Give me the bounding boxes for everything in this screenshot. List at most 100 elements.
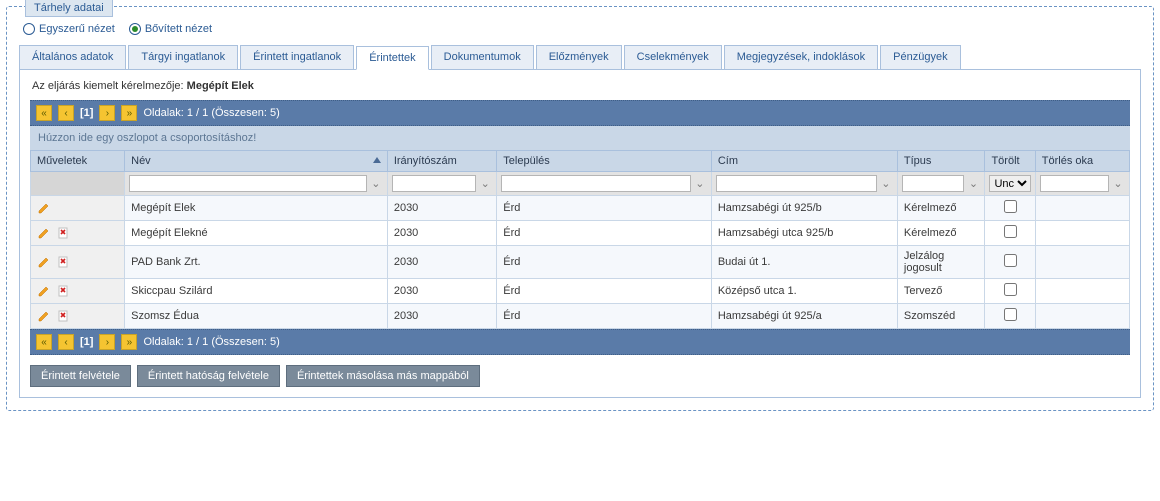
- header-row: Műveletek Név Irányítószám Település Cím…: [31, 151, 1130, 172]
- group-by-hint[interactable]: Húzzon ide egy oszlopot a csoportosításh…: [30, 126, 1130, 150]
- cell-deleted: [985, 196, 1035, 221]
- deleted-checkbox[interactable]: [1004, 283, 1017, 296]
- filter-addr-input[interactable]: [716, 175, 877, 192]
- col-ops[interactable]: Műveletek: [31, 151, 125, 172]
- delete-icon[interactable]: [57, 284, 71, 298]
- pager-next-button[interactable]: ›: [99, 334, 115, 350]
- cell-zip: 2030: [387, 221, 496, 246]
- tab-cselekmenyek[interactable]: Cselekmények: [624, 45, 722, 69]
- delete-icon[interactable]: [57, 309, 71, 323]
- cell-ops: [31, 304, 125, 329]
- edit-icon[interactable]: [37, 255, 51, 269]
- edit-icon[interactable]: [37, 201, 51, 215]
- tab-megjegyzesek[interactable]: Megjegyzések, indoklások: [724, 45, 878, 69]
- col-delreason[interactable]: Törlés oka: [1035, 151, 1129, 172]
- sort-asc-icon: [373, 157, 381, 163]
- add-participant-button[interactable]: Érintett felvétele: [30, 365, 131, 387]
- filter-city-input[interactable]: [501, 175, 691, 192]
- pager-prev-button[interactable]: ‹: [58, 334, 74, 350]
- participants-table: Műveletek Név Irányítószám Település Cím…: [30, 150, 1130, 329]
- tab-penzugyek[interactable]: Pénzügyek: [880, 45, 960, 69]
- filter-icon[interactable]: ⌄: [369, 177, 383, 191]
- delete-icon[interactable]: [57, 255, 71, 269]
- pager-current-page: [1]: [80, 107, 93, 119]
- cell-addr: Hamzsabégi utca 925/b: [711, 221, 897, 246]
- cell-deleted: [985, 279, 1035, 304]
- add-authority-button[interactable]: Érintett hatóság felvétele: [137, 365, 280, 387]
- filter-icon[interactable]: ⌄: [1111, 177, 1125, 191]
- col-type[interactable]: Típus: [897, 151, 985, 172]
- pager-first-button[interactable]: «: [36, 105, 52, 121]
- table-row: Szomsz Édua2030ÉrdHamzsabégi út 925/aSzo…: [31, 304, 1130, 329]
- radio-unselected-icon: [23, 23, 35, 35]
- cell-type: Kérelmező: [897, 196, 985, 221]
- tab-erintett_ing[interactable]: Érintett ingatlanok: [240, 45, 354, 69]
- radio-selected-icon: [129, 23, 141, 35]
- deleted-checkbox[interactable]: [1004, 225, 1017, 238]
- col-city[interactable]: Település: [497, 151, 712, 172]
- cell-city: Érd: [497, 221, 712, 246]
- col-addr[interactable]: Cím: [711, 151, 897, 172]
- cell-city: Érd: [497, 196, 712, 221]
- filter-deleted-select[interactable]: Unc: [989, 175, 1030, 192]
- cell-city: Érd: [497, 304, 712, 329]
- pager-prev-button[interactable]: ‹: [58, 105, 74, 121]
- delete-icon[interactable]: [57, 226, 71, 240]
- edit-icon[interactable]: [37, 226, 51, 240]
- pager-next-button[interactable]: ›: [99, 105, 115, 121]
- filter-ops: [31, 172, 125, 196]
- deleted-checkbox[interactable]: [1004, 308, 1017, 321]
- fieldset-title: Tárhely adatai: [25, 0, 113, 17]
- tab-dokumentumok[interactable]: Dokumentumok: [431, 45, 534, 69]
- pager-first-button[interactable]: «: [36, 334, 52, 350]
- storage-data-panel: Tárhely adatai Egyszerű nézet Bővített n…: [6, 6, 1154, 411]
- filter-icon[interactable]: ⌄: [879, 177, 893, 191]
- filter-icon[interactable]: ⌄: [966, 177, 980, 191]
- filter-name-input[interactable]: [129, 175, 367, 192]
- cell-zip: 2030: [387, 196, 496, 221]
- cell-ops: [31, 221, 125, 246]
- filter-zip-input[interactable]: [392, 175, 476, 192]
- copy-participants-button[interactable]: Érintettek másolása más mappából: [286, 365, 480, 387]
- deleted-checkbox[interactable]: [1004, 200, 1017, 213]
- cell-name: Skiccpau Szilárd: [125, 279, 388, 304]
- edit-icon[interactable]: [37, 309, 51, 323]
- tab-body: Az eljárás kiemelt kérelmezője: Megépít …: [19, 70, 1141, 398]
- cell-type: Szomszéd: [897, 304, 985, 329]
- cell-city: Érd: [497, 279, 712, 304]
- view-extended-label: Bővített nézet: [145, 23, 212, 35]
- view-simple-label: Egyszerű nézet: [39, 23, 115, 35]
- edit-icon[interactable]: [37, 284, 51, 298]
- cell-ops: [31, 246, 125, 279]
- pager-last-button[interactable]: »: [121, 105, 137, 121]
- cell-ops: [31, 279, 125, 304]
- action-buttons: Érintett felvétele Érintett hatóság felv…: [30, 365, 1130, 387]
- tab-erintettek[interactable]: Érintettek: [356, 46, 428, 70]
- filter-icon[interactable]: ⌄: [478, 177, 492, 191]
- col-deleted[interactable]: Törölt: [985, 151, 1035, 172]
- col-zip[interactable]: Irányítószám: [387, 151, 496, 172]
- view-switch: Egyszerű nézet Bővített nézet: [23, 23, 1141, 35]
- deleted-checkbox[interactable]: [1004, 254, 1017, 267]
- view-simple-radio[interactable]: Egyszerű nézet: [23, 23, 115, 35]
- filter-icon[interactable]: ⌄: [693, 177, 707, 191]
- col-name[interactable]: Név: [125, 151, 388, 172]
- cell-delreason: [1035, 221, 1129, 246]
- tab-altalanos[interactable]: Általános adatok: [19, 45, 126, 69]
- pager-last-button[interactable]: »: [121, 334, 137, 350]
- cell-name: Megépít Elekné: [125, 221, 388, 246]
- cell-zip: 2030: [387, 304, 496, 329]
- highlight-prefix: Az eljárás kiemelt kérelmezője:: [32, 80, 187, 92]
- cell-addr: Középső utca 1.: [711, 279, 897, 304]
- tab-targyi[interactable]: Tárgyi ingatlanok: [128, 45, 238, 69]
- filter-type-input[interactable]: [902, 175, 965, 192]
- highlight-applicant: Az eljárás kiemelt kérelmezője: Megépít …: [32, 80, 1130, 92]
- cell-type: Jelzálog jogosult: [897, 246, 985, 279]
- filter-row: ⌄ ⌄ ⌄ ⌄ ⌄ Unc ⌄: [31, 172, 1130, 196]
- view-extended-radio[interactable]: Bővített nézet: [129, 23, 212, 35]
- highlight-name: Megépít Elek: [187, 80, 254, 92]
- tab-elozmenyek[interactable]: Előzmények: [536, 45, 622, 69]
- cell-type: Tervező: [897, 279, 985, 304]
- filter-delreason-input[interactable]: [1040, 175, 1109, 192]
- cell-name: PAD Bank Zrt.: [125, 246, 388, 279]
